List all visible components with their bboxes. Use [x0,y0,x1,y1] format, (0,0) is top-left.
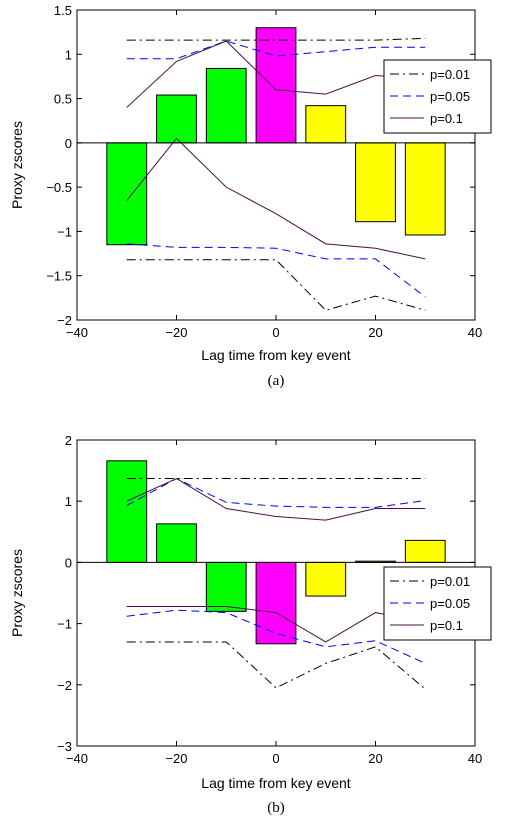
x-tick-label: −40 [66,325,88,340]
legend-entry-label: p=0.01 [430,574,470,589]
y-tick-label: −1 [57,617,72,632]
series-p005-upper-line [126,40,426,60]
bar-0 [106,460,148,563]
x-tick-label: −20 [165,325,187,340]
figure-caption: (a) [268,373,285,389]
y-tick-label: 1 [65,494,72,509]
x-tick-label: 0 [272,325,279,340]
x-tick-label: −40 [66,751,88,766]
y-tick-label: −2 [57,313,72,328]
y-tick-label: 1.5 [54,3,72,18]
legend: p=0.01 p=0.05 p=0.1 [383,566,492,641]
bar-2 [205,67,247,144]
bar-0 [106,142,148,246]
y-tick-label: −1 [57,224,72,239]
y-axis-label: Proxy zscores [9,549,25,637]
x-axis-label: Lag time from key event [201,347,351,363]
y-tick-label: −0.5 [46,180,72,195]
series-p01-lower-line [126,137,426,260]
legend: p=0.01 p=0.05 p=0.1 [383,59,492,134]
y-tick-label: −1.5 [46,269,72,284]
chart-b: −40 −20 0 20 40 −3 −2 −1 0 1 2 Lag time from key ev… [9,433,492,816]
series-p01-lower-line [126,605,426,643]
bar-1 [156,94,197,144]
legend-entry-label: p=0.05 [430,89,470,104]
bar-6 [404,539,446,563]
bar-1 [156,523,197,563]
x-tick-label: 40 [468,751,482,766]
series-p005-lower-line [126,243,426,298]
legend-box [383,59,492,134]
x-axis-label: Lag time from key event [201,775,351,791]
bar-3 [255,27,297,144]
x-tick-label: 40 [468,325,482,340]
series-p001-lower-line [126,259,426,311]
x-tick-label: 20 [368,751,382,766]
legend-entry-label: p=0.05 [430,596,470,611]
y-tick-label: 0 [65,136,72,151]
y-tick-label: 0.5 [54,92,72,107]
y-tick-label: 1 [65,47,72,62]
y-tick-label: 2 [65,433,72,448]
y-axis-label: Proxy zscores [9,121,25,209]
legend-box [383,566,492,641]
legend-entry-label: p=0.1 [430,618,463,633]
series-p01-upper-line [126,40,426,108]
legend-entry-label: p=0.1 [430,111,463,126]
y-tick-label: −3 [57,739,72,754]
y-tick-label: 0 [65,555,72,570]
bar-5 [355,142,396,223]
figure-caption: (b) [267,800,285,816]
x-tick-label: 20 [368,325,382,340]
bar-3 [255,561,297,645]
x-tick-label: 0 [272,751,279,766]
chart-a: −40 −20 0 20 40 −2 −1.5 −1 −0.5 0 0.5 1 1.5 Lag time … [9,3,492,389]
bar-4 [305,105,347,144]
series-p001-upper-line [126,37,426,41]
y-tick-label: −2 [57,678,72,693]
series-p01-upper-line [126,477,426,521]
bar-4 [305,561,347,597]
x-tick-label: −20 [165,751,187,766]
bar-6 [404,142,446,236]
legend-entry-label: p=0.01 [430,67,470,82]
bar-2 [205,561,247,612]
